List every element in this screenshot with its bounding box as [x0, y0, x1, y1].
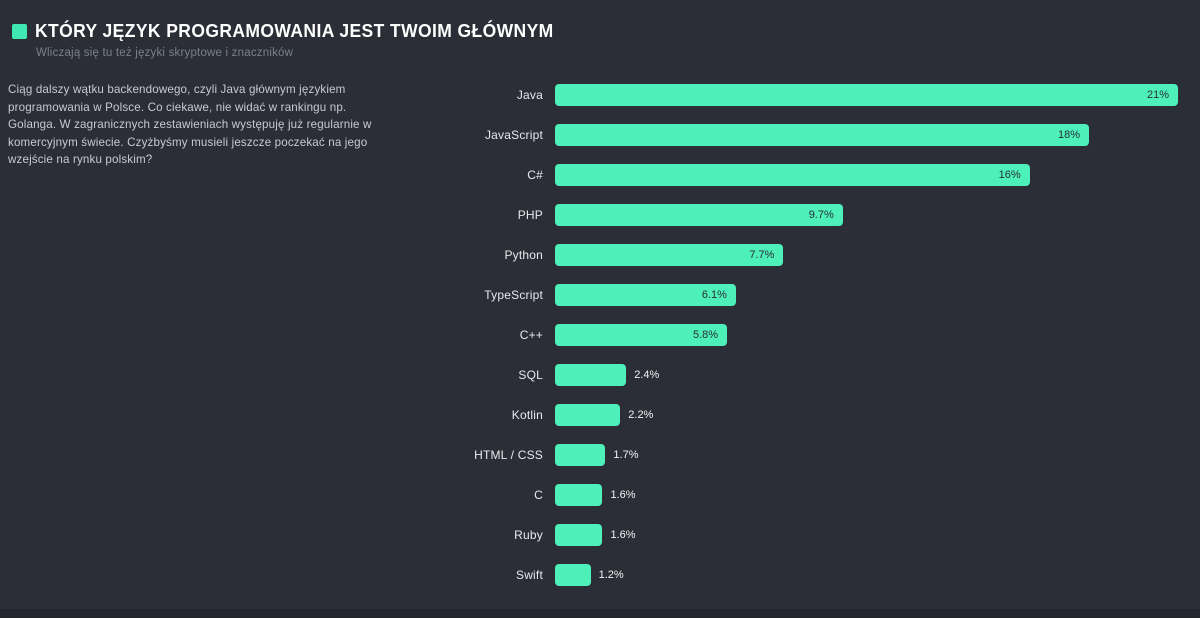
bar-row: Java 21%: [0, 84, 1200, 106]
bar: [555, 364, 627, 386]
bar-label: Swift: [515, 568, 543, 582]
bar-row: Swift 1.2%: [0, 564, 1200, 586]
bar-value-inside: 7.7%: [749, 249, 775, 261]
bar-row: PHP 9.7%: [0, 204, 1200, 226]
bar-label: C#: [527, 168, 543, 182]
bar: [555, 524, 603, 546]
bar: 5.8%: [555, 324, 728, 346]
bar-row: Python 7.7%: [0, 244, 1200, 266]
bar: 9.7%: [555, 204, 843, 226]
bar: 6.1%: [555, 284, 736, 306]
bar-value-inside: 5.8%: [692, 329, 719, 341]
bar-track: 1.6%: [555, 484, 1178, 506]
bar-track: 18%: [555, 124, 1178, 146]
bar-rows: Java 21% JavaScript 18% C# 16% PHP: [0, 84, 1200, 586]
bar-track: 2.2%: [555, 404, 1178, 426]
bar-track: 16%: [555, 164, 1178, 186]
bar: 21%: [555, 84, 1178, 106]
bar-label: TypeScript: [484, 288, 543, 302]
bar-value-outside: 1.6%: [610, 529, 636, 541]
bar-row: C# 16%: [0, 164, 1200, 186]
bar-row: JavaScript 18%: [0, 124, 1200, 146]
bar-row: Ruby 1.6%: [0, 524, 1200, 546]
bar-label: SQL: [518, 368, 543, 382]
teal-square-bullet-icon: [12, 23, 27, 39]
bar-value-inside: 9.7%: [808, 209, 834, 221]
bar-track: 9.7%: [555, 204, 1178, 226]
bar-label: PHP: [517, 208, 543, 222]
chart-header: KTÓRY JĘZYK PROGRAMOWANIA JEST TWOIM GŁÓ…: [12, 20, 554, 59]
bar-row: Kotlin 2.2%: [0, 404, 1200, 426]
bar: [555, 404, 621, 426]
bar-track: 2.4%: [555, 364, 1178, 386]
bar-row: HTML / CSS 1.7%: [0, 444, 1200, 466]
bar-row: TypeScript 6.1%: [0, 284, 1200, 306]
bar-track: 1.6%: [555, 524, 1178, 546]
footer-strip: [0, 609, 1200, 618]
bar-label: Java: [516, 88, 543, 102]
bar-track: 6.1%: [555, 284, 1178, 306]
bar-value-inside: 6.1%: [701, 289, 727, 301]
bar-chart: Java 21% JavaScript 18% C# 16% PHP: [0, 84, 1200, 604]
bar-value-outside: 1.6%: [610, 489, 636, 501]
bar: [555, 484, 603, 506]
bar-value-outside: 1.7%: [613, 449, 639, 461]
bar-value-inside: 16%: [998, 169, 1021, 181]
bar-value-inside: 21%: [1146, 89, 1169, 101]
bar-value-outside: 1.2%: [598, 569, 624, 581]
page-title: KTÓRY JĘZYK PROGRAMOWANIA JEST TWOIM GŁÓ…: [35, 20, 554, 42]
bar-track: 21%: [555, 84, 1178, 106]
bar-track: 7.7%: [555, 244, 1178, 266]
page-subtitle: Wliczają się tu też języki skryptowe i z…: [36, 47, 294, 59]
bar-row: C++ 5.8%: [0, 324, 1200, 346]
bar: [555, 444, 606, 466]
bar-value-inside: 18%: [1057, 129, 1080, 141]
commentary-text: Ciąg dalszy wątku backendowego, czyli Ja…: [8, 83, 372, 167]
bar-label: Python: [504, 248, 543, 262]
bar-row: C 1.6%: [0, 484, 1200, 506]
bar: 16%: [555, 164, 1030, 186]
bar-label: JavaScript: [484, 128, 543, 142]
bar-label: HTML / CSS: [474, 448, 543, 462]
bar: 7.7%: [555, 244, 784, 266]
bar-label: Ruby: [514, 528, 543, 542]
bar-value-outside: 2.2%: [628, 409, 654, 421]
bar: [555, 564, 591, 586]
bar-track: 5.8%: [555, 324, 1178, 346]
bar: 18%: [555, 124, 1089, 146]
bar-value-outside: 2.4%: [634, 369, 660, 381]
bar-label: C++: [519, 328, 543, 342]
bar-track: 1.7%: [555, 444, 1178, 466]
bar-row: SQL 2.4%: [0, 364, 1200, 386]
bar-track: 1.2%: [555, 564, 1178, 586]
bar-label: Kotlin: [511, 408, 543, 422]
bar-label: C: [534, 488, 543, 502]
